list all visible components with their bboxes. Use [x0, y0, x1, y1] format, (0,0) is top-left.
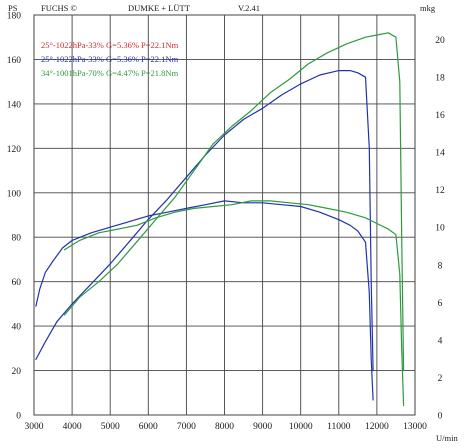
- series-line-torque: [63, 200, 405, 407]
- y-right-tick-label: 12: [435, 186, 445, 196]
- y-right-tick-label: 2: [438, 374, 443, 384]
- y-left-tick-label: 100: [7, 189, 22, 199]
- x-axis-unit: U/min: [436, 433, 458, 443]
- x-tick-label: 4000: [63, 422, 82, 432]
- x-tick-label: 10000: [289, 422, 313, 432]
- series-line-torque: [35, 200, 374, 401]
- series-line-power: [63, 32, 405, 372]
- series-line-power: [35, 69, 374, 372]
- y-right-tick-label: 14: [435, 149, 445, 159]
- x-tick-label: 13000: [403, 422, 427, 432]
- right-axis-unit: mkg: [420, 3, 436, 13]
- y-left-tick-label: 140: [7, 100, 22, 110]
- x-tick-label: 5000: [101, 422, 120, 432]
- x-tick-label: 11000: [327, 422, 351, 432]
- tick-labels: 3000 4000 5000 6000 7000 8000 9000 10000 11000 12…: [7, 12, 445, 433]
- left-axis-unit: PS: [8, 3, 18, 13]
- grid: [33, 14, 416, 416]
- y-left-tick-label: 60: [12, 278, 22, 288]
- y-left-tick-label: 0: [16, 412, 21, 422]
- x-tick-label: 6000: [139, 422, 158, 432]
- x-tick-label: 7000: [177, 422, 196, 432]
- y-right-tick-label: 18: [435, 73, 445, 83]
- legend-entry-3: 34°-1001hPa-70% G=4.47% P=21.8Nm: [41, 68, 179, 78]
- version-label: V.2.41: [238, 3, 261, 13]
- y-left-tick-label: 180: [7, 12, 22, 22]
- y-left-tick-label: 160: [7, 56, 22, 66]
- y-right-tick-label: 0: [438, 412, 443, 422]
- legend-entry-1: 25°-1022hPa-33% G=5.36% P=22.1Nm: [41, 40, 179, 50]
- x-tick-label: 12000: [365, 422, 389, 432]
- y-right-tick-label: 16: [435, 111, 445, 121]
- y-right-tick-label: 8: [438, 261, 443, 271]
- y-left-tick-label: 20: [12, 367, 22, 377]
- y-right-tick-label: 10: [435, 224, 445, 234]
- company-label: DUMKE + LÜTT: [128, 3, 190, 13]
- y-right-tick-label: 4: [438, 336, 443, 346]
- y-left-tick-label: 40: [12, 323, 22, 333]
- y-left-tick-label: 80: [12, 234, 22, 244]
- brand-label: FUCHS ©: [41, 3, 77, 13]
- x-tick-label: 8000: [215, 422, 234, 432]
- y-right-tick-label: 6: [438, 299, 443, 309]
- legend-entry-2: 25°-1022hPa-33% G=5.36% P=22.1Nm: [41, 54, 179, 64]
- y-right-tick-label: 20: [435, 36, 445, 46]
- y-left-tick-label: 120: [7, 145, 22, 155]
- x-tick-label: 9000: [253, 422, 272, 432]
- series-group: [35, 32, 405, 407]
- x-tick-label: 3000: [25, 422, 44, 432]
